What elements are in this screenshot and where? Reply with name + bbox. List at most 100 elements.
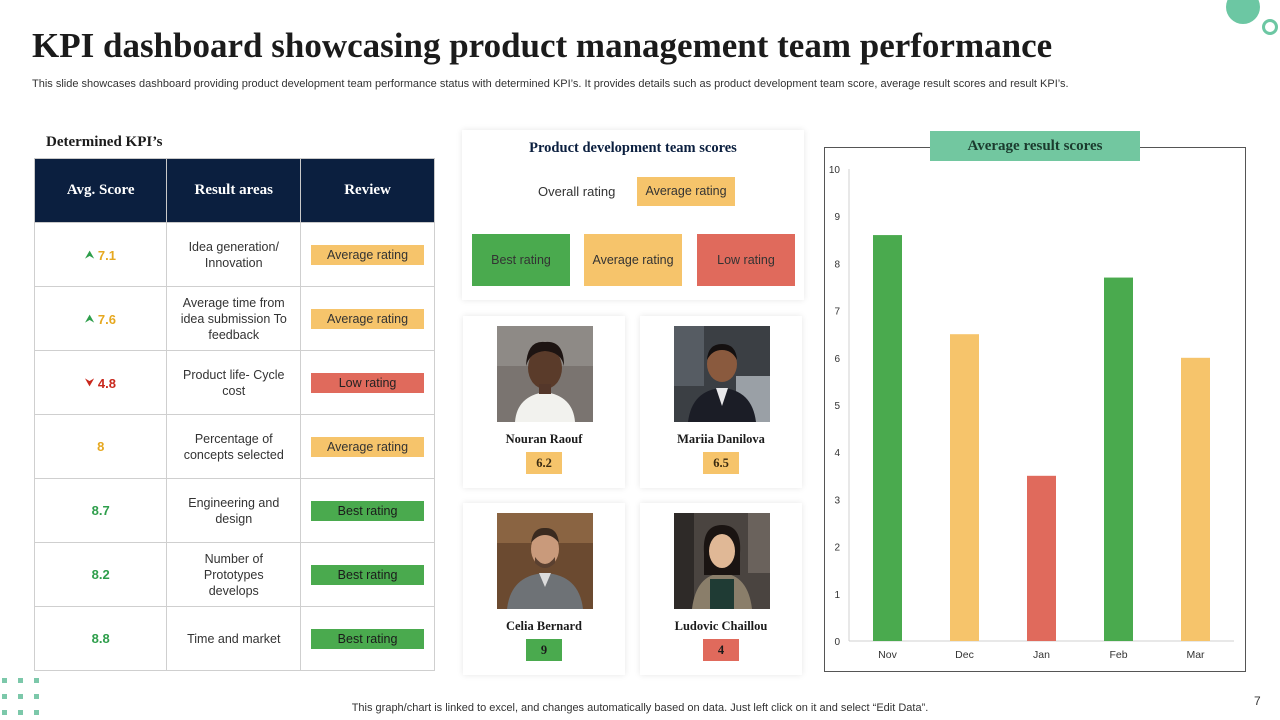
- bar-jan: [1027, 475, 1056, 641]
- kpi-review-cell: Low rating: [300, 350, 435, 415]
- legend-low-rating: Low rating: [697, 234, 795, 286]
- review-rating-badge: Best rating: [311, 564, 425, 585]
- header-avg-score: Avg. Score: [33, 158, 168, 223]
- trend-up-icon: ⮝: [85, 249, 94, 261]
- kpi-result-area: Number of Prototypes develops: [166, 542, 302, 607]
- kpi-score-cell: 8.7: [33, 478, 168, 543]
- kpi-result-area: Engineering and design: [166, 478, 302, 543]
- kpi-review-cell: Average rating: [300, 222, 435, 287]
- kpi-score-cell: ⮝ 7.1: [33, 222, 168, 287]
- average-result-scores-chart: 0 1 2 3 4 5 6 7 8 9 10 Nov Dec Jan Feb Mar: [829, 165, 1234, 661]
- y-tick-label: 1: [834, 590, 840, 601]
- x-tick-label: Nov: [878, 649, 897, 661]
- kpi-score-cell: ⮝ 7.6: [33, 286, 168, 351]
- team-member-card: Ludovic Chaillou 4: [640, 503, 802, 675]
- overall-rating-value: Average rating: [637, 177, 735, 206]
- kpi-score-cell: ⮟ 4.8: [33, 350, 168, 415]
- team-member-card: Celia Bernard 9: [463, 503, 625, 675]
- kpi-review-cell: Average rating: [300, 286, 435, 351]
- kpi-row: 8.7 Engineering and design Best rating: [33, 478, 435, 543]
- review-rating-badge: Low rating: [311, 372, 425, 393]
- kpi-result-area: Product life- Cycle cost: [166, 350, 302, 415]
- team-member-card: Mariia Danilova 6.5: [640, 316, 802, 488]
- review-rating-badge: Best rating: [311, 500, 425, 521]
- kpi-row: 8 Percentage of concepts selected Average …: [33, 414, 435, 479]
- y-tick-label: 4: [834, 448, 840, 459]
- legend-best-rating: Best rating: [472, 234, 570, 286]
- y-tick-label: 8: [834, 259, 840, 270]
- kpi-table-heading: Determined KPI’s: [46, 134, 163, 150]
- team-member-card: Nouran Raouf 6.2: [463, 316, 625, 488]
- decorative-circle-teal: [1226, 0, 1260, 24]
- x-tick-label: Feb: [1109, 649, 1127, 661]
- footer-note: This graph/chart is linked to excel, and…: [351, 702, 929, 714]
- person-name: Celia Bernard: [505, 619, 583, 633]
- person-score-badge: 4: [703, 639, 739, 661]
- slide-title: KPI dashboard showcasing product managem…: [32, 26, 1053, 65]
- kpi-review-cell: Best rating: [300, 542, 435, 607]
- y-tick-label: 7: [834, 307, 840, 318]
- kpi-row: 8.8 Time and market Best rating: [33, 606, 435, 671]
- kpi-score-cell: 8.8: [33, 606, 168, 671]
- kpi-table: Avg. Score Result areas Review ⮝ 7.1 Idea …: [33, 158, 435, 671]
- slide-subtitle: This slide showcases dashboard providing…: [32, 78, 1069, 90]
- person-photo: [674, 513, 770, 609]
- kpi-review-cell: Average rating: [300, 414, 435, 479]
- kpi-score-value: 4.8: [97, 375, 116, 391]
- kpi-score-cell: 8.2: [33, 542, 168, 607]
- kpi-result-area: Average time from idea submission To fee…: [166, 286, 302, 351]
- person-name: Nouran Raouf: [505, 432, 583, 446]
- kpi-table-header-row: Avg. Score Result areas Review: [33, 158, 435, 223]
- review-rating-badge: Average rating: [311, 308, 425, 329]
- y-tick-label: 10: [829, 165, 841, 176]
- x-tick-label: Dec: [955, 649, 974, 661]
- kpi-score-value: 8.7: [91, 502, 110, 518]
- person-photo: [674, 326, 770, 422]
- kpi-review-cell: Best rating: [300, 606, 435, 671]
- bar-feb: [1104, 277, 1133, 641]
- trend-down-icon: ⮟: [85, 377, 94, 389]
- kpi-score-value: 8.8: [91, 630, 110, 646]
- person-name: Ludovic Chaillou: [674, 619, 768, 633]
- kpi-score-value: 7.6: [97, 311, 116, 327]
- team-scores-title: Product development team scores: [529, 140, 737, 156]
- person-score-badge: 6.2: [526, 452, 562, 474]
- kpi-result-area: Time and market: [166, 606, 302, 671]
- kpi-score-value: 8.2: [91, 566, 110, 582]
- kpi-row: 8.2 Number of Prototypes develops Best rat…: [33, 542, 435, 607]
- person-photo: [497, 326, 593, 422]
- x-tick-label: Mar: [1186, 649, 1205, 661]
- overall-rating-label: Overall rating: [538, 184, 616, 199]
- kpi-score-cell: 8: [33, 414, 168, 479]
- y-tick-label: 0: [834, 637, 840, 648]
- review-rating-badge: Average rating: [311, 436, 425, 457]
- legend-average-rating: Average rating: [584, 234, 682, 286]
- review-rating-badge: Average rating: [311, 244, 425, 265]
- y-tick-label: 3: [834, 495, 840, 506]
- person-score-badge: 6.5: [703, 452, 739, 474]
- header-result-areas: Result areas: [166, 158, 302, 223]
- chart-title: Average result scores: [930, 131, 1140, 161]
- person-photo: [497, 513, 593, 609]
- bar-mar: [1181, 357, 1210, 641]
- kpi-review-cell: Best rating: [300, 478, 435, 543]
- person-score-badge: 9: [526, 639, 562, 661]
- bar-nov: [873, 235, 902, 641]
- header-review: Review: [300, 158, 435, 223]
- team-scores-panel: Product development team scores Overall …: [462, 130, 804, 300]
- y-tick-label: 6: [834, 354, 840, 365]
- review-rating-badge: Best rating: [311, 628, 425, 649]
- x-tick-label: Jan: [1033, 649, 1050, 661]
- kpi-table-body: ⮝ 7.1 Idea generation/ Innovation Average r…: [33, 222, 435, 671]
- kpi-result-area: Percentage of concepts selected: [166, 414, 302, 479]
- trend-up-icon: ⮝: [85, 313, 94, 325]
- bar-dec: [950, 334, 979, 641]
- y-tick-label: 5: [834, 401, 840, 412]
- decorative-ring: [1262, 19, 1278, 35]
- kpi-score-value: 8: [97, 438, 105, 454]
- kpi-row: ⮟ 4.8 Product life- Cycle cost Low rating: [33, 350, 435, 415]
- page-number: 7: [1254, 694, 1261, 708]
- kpi-row: ⮝ 7.1 Idea generation/ Innovation Average r…: [33, 222, 435, 287]
- decorative-dot-grid: [2, 678, 42, 718]
- person-name: Mariia Danilova: [677, 432, 765, 446]
